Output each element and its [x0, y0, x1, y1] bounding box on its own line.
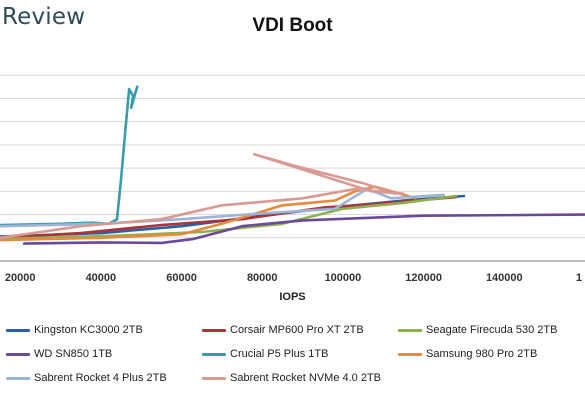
- series-line-1: [0, 195, 458, 240]
- legend-label: Corsair MP600 Pro XT 2TB: [230, 324, 364, 336]
- legend-label: Samsung 980 Pro 2TB: [426, 348, 538, 360]
- x-tick-label: 1: [576, 272, 582, 284]
- legend-label: Crucial P5 Plus 1TB: [230, 348, 329, 360]
- legend-item: Seagate Firecuda 530 2TB: [398, 324, 557, 336]
- legend-swatch: [202, 352, 226, 356]
- legend-item: Crucial P5 Plus 1TB: [202, 348, 328, 360]
- legend-swatch: [6, 352, 30, 356]
- x-tick-labels: 20000 40000 60000 80000 100000 120000 140000 1: [5, 272, 582, 284]
- series-line-3: [22, 213, 585, 245]
- series-line-4: [0, 85, 139, 227]
- legend-swatch: [6, 376, 30, 380]
- x-tick-label: 100000: [325, 272, 362, 284]
- chart-title: VDI Boot: [252, 15, 333, 36]
- legend-label: Sabrent Rocket NVMe 4.0 2TB: [230, 372, 382, 384]
- brand-logo: Review: [2, 4, 86, 30]
- legend-label: Sabrent Rocket 4 Plus 2TB: [34, 372, 167, 384]
- x-tick-label: 60000: [166, 272, 197, 284]
- legend-item: Corsair MP600 Pro XT 2TB: [202, 324, 364, 336]
- line-chart: 20000 40000 60000 80000 100000 120000 140000 1: [0, 74, 585, 284]
- legend-item: WD SN850 1TB: [6, 348, 112, 360]
- legend-label: WD SN850 1TB: [34, 348, 113, 360]
- series-line-2: [0, 194, 458, 241]
- gridlines: [0, 74, 585, 239]
- legend-label: Seagate Firecuda 530 2TB: [426, 324, 558, 336]
- x-axis-label: IOPS: [279, 291, 306, 303]
- legend-item: Samsung 980 Pro 2TB: [398, 348, 537, 360]
- legend-swatch: [398, 352, 422, 356]
- x-tick-label: 20000: [5, 272, 36, 284]
- legend-swatch: [6, 328, 30, 332]
- legend-swatch: [202, 376, 226, 380]
- legend-item: Kingston KC3000 2TB: [6, 324, 143, 336]
- x-tick-label: 140000: [486, 272, 523, 284]
- x-tick-label: 80000: [247, 272, 278, 284]
- legend-item: Sabrent Rocket 4 Plus 2TB: [6, 372, 167, 384]
- legend-swatch: [398, 328, 422, 332]
- legend-swatch: [202, 328, 226, 332]
- series-line-7: [0, 152, 405, 240]
- legend-item: Sabrent Rocket NVMe 4.0 2TB: [202, 372, 381, 384]
- x-tick-label: 40000: [86, 272, 117, 284]
- series-lines: [0, 85, 585, 245]
- legend-label: Kingston KC3000 2TB: [34, 324, 143, 336]
- legend: Kingston KC3000 2TB Corsair MP600 Pro XT …: [0, 318, 585, 398]
- x-tick-label: 120000: [405, 272, 442, 284]
